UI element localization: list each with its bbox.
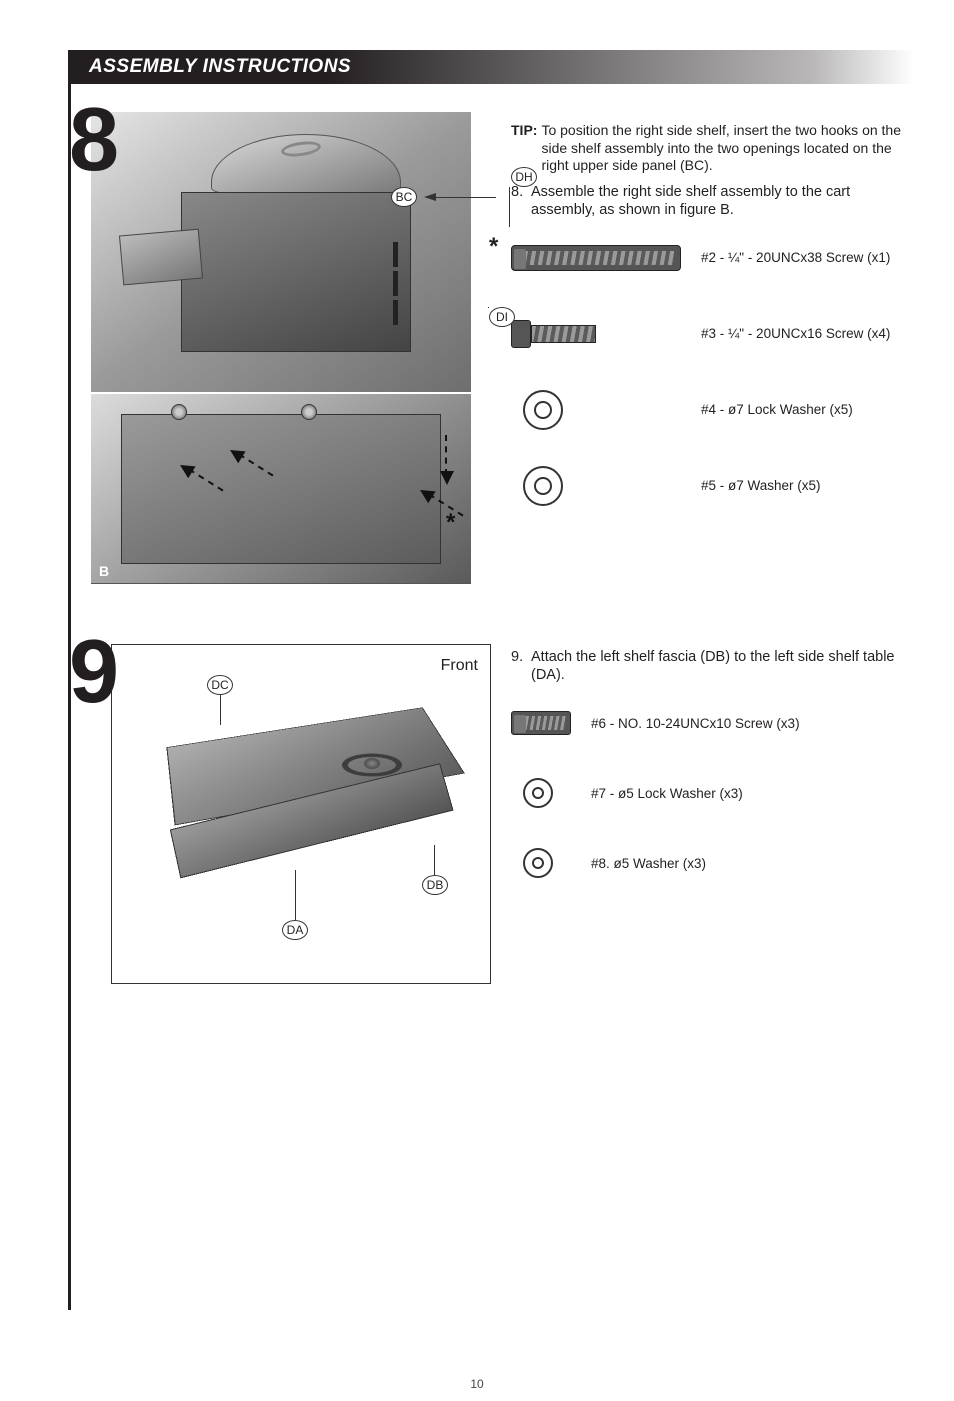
- star-marker: *: [446, 509, 455, 537]
- burner-center: [364, 758, 380, 769]
- page-frame: ASSEMBLY INSTRUCTIONS 8 BC DH DI: [68, 50, 914, 1310]
- hardware-label: #4 - ø7 Lock Washer (x5): [701, 402, 853, 417]
- hardware-label: #5 - ø7 Washer (x5): [701, 478, 821, 493]
- instruction-number: 8.: [511, 183, 531, 219]
- hardware-row: #4 - ø7 Lock Washer (x5): [511, 385, 904, 435]
- hardware-row: #8. ø5 Washer (x3): [511, 838, 904, 888]
- page-number: 10: [470, 1377, 483, 1391]
- instruction-text: Attach the left shelf fascia (DB) to the…: [531, 648, 904, 684]
- hardware-label: #7 - ø5 Lock Washer (x3): [591, 786, 743, 801]
- leader-line: [509, 187, 510, 227]
- step-9: 9 Front DC DA DB 9.: [71, 644, 914, 984]
- shelf-fascia-diagram: Front DC DA DB: [111, 644, 491, 984]
- hardware-row: #6 - NO. 10-24UNCx10 Screw (x3): [511, 698, 904, 748]
- step9-diagram-column: Front DC DA DB: [91, 644, 491, 984]
- step8-diagrams: BC DH DI * B: [91, 112, 491, 584]
- hardware-list: * #2 - ¼" - 20UNCx38 Screw (x1) #3 - ¼" …: [511, 233, 904, 511]
- hardware-list: #6 - NO. 10-24UNCx10 Screw (x3) #7 - ø5 …: [511, 698, 904, 888]
- figure-b-knob: [301, 404, 317, 420]
- step-number: 9: [69, 634, 119, 711]
- tip-text: To position the right side shelf, insert…: [541, 122, 904, 175]
- hardware-row: #7 - ø5 Lock Washer (x3): [511, 768, 904, 818]
- content-area: 8 BC DH DI: [71, 84, 914, 984]
- lock-washer-icon: [511, 768, 591, 818]
- leader-line: [488, 307, 489, 308]
- step9-text-column: 9. Attach the left shelf fascia (DB) to …: [511, 644, 914, 984]
- callout-dh: DH: [511, 167, 537, 187]
- hardware-label: #2 - ¼" - 20UNCx38 Screw (x1): [701, 250, 890, 265]
- grill-body: [181, 192, 411, 352]
- leader-line: [220, 695, 221, 725]
- section-header: ASSEMBLY INSTRUCTIONS: [71, 50, 914, 84]
- hardware-label: #3 - ¼" - 20UNCx16 Screw (x4): [701, 326, 890, 341]
- leader-line: [434, 845, 435, 875]
- screw-short-icon: [511, 309, 701, 359]
- instruction-text: Assemble the right side shelf assembly t…: [531, 183, 904, 219]
- lock-washer-icon: [511, 385, 701, 435]
- arrow-line: [436, 197, 496, 198]
- figure-b-knob: [171, 404, 187, 420]
- callout-da: DA: [282, 920, 308, 940]
- section-title: ASSEMBLY INSTRUCTIONS: [89, 56, 351, 77]
- hardware-label: #6 - NO. 10-24UNCx10 Screw (x3): [591, 716, 800, 731]
- step8-text-column: TIP: To position the right side shelf, i…: [511, 112, 914, 584]
- screw-long-icon: [511, 233, 701, 283]
- callout-dc: DC: [207, 675, 233, 695]
- figure-b-body: [121, 414, 441, 564]
- callout-di: DI: [489, 307, 515, 327]
- hardware-row: * #2 - ¼" - 20UNCx38 Screw (x1): [511, 233, 904, 283]
- dash-arrow-icon: [445, 435, 447, 475]
- arrow-head-icon: [424, 193, 436, 201]
- step-8: 8 BC DH DI: [71, 112, 914, 584]
- figure-b-diagram: * B: [91, 394, 471, 584]
- side-slots: [393, 242, 398, 325]
- left-shelf-exploded: [119, 229, 203, 286]
- grill-perspective-diagram: BC DH DI: [91, 112, 471, 392]
- instruction-number: 9.: [511, 648, 531, 684]
- instruction-line: 9. Attach the left shelf fascia (DB) to …: [511, 648, 904, 684]
- hardware-row: #3 - ¼" - 20UNCx16 Screw (x4): [511, 309, 904, 359]
- star-marker: *: [489, 233, 498, 261]
- step-number: 8: [69, 102, 119, 179]
- hardware-row: #5 - ø7 Washer (x5): [511, 461, 904, 511]
- screw-tiny-icon: [511, 698, 591, 748]
- instruction-line: 8. Assemble the right side shelf assembl…: [511, 183, 904, 219]
- tip-block: TIP: To position the right side shelf, i…: [511, 122, 904, 175]
- callout-db: DB: [422, 875, 448, 895]
- callout-bc: BC: [391, 187, 417, 207]
- figure-b-label: B: [99, 563, 109, 579]
- washer-icon: [511, 838, 591, 888]
- hardware-label: #8. ø5 Washer (x3): [591, 856, 706, 871]
- leader-line: [295, 870, 296, 920]
- front-label: Front: [441, 657, 478, 675]
- washer-icon: [511, 461, 701, 511]
